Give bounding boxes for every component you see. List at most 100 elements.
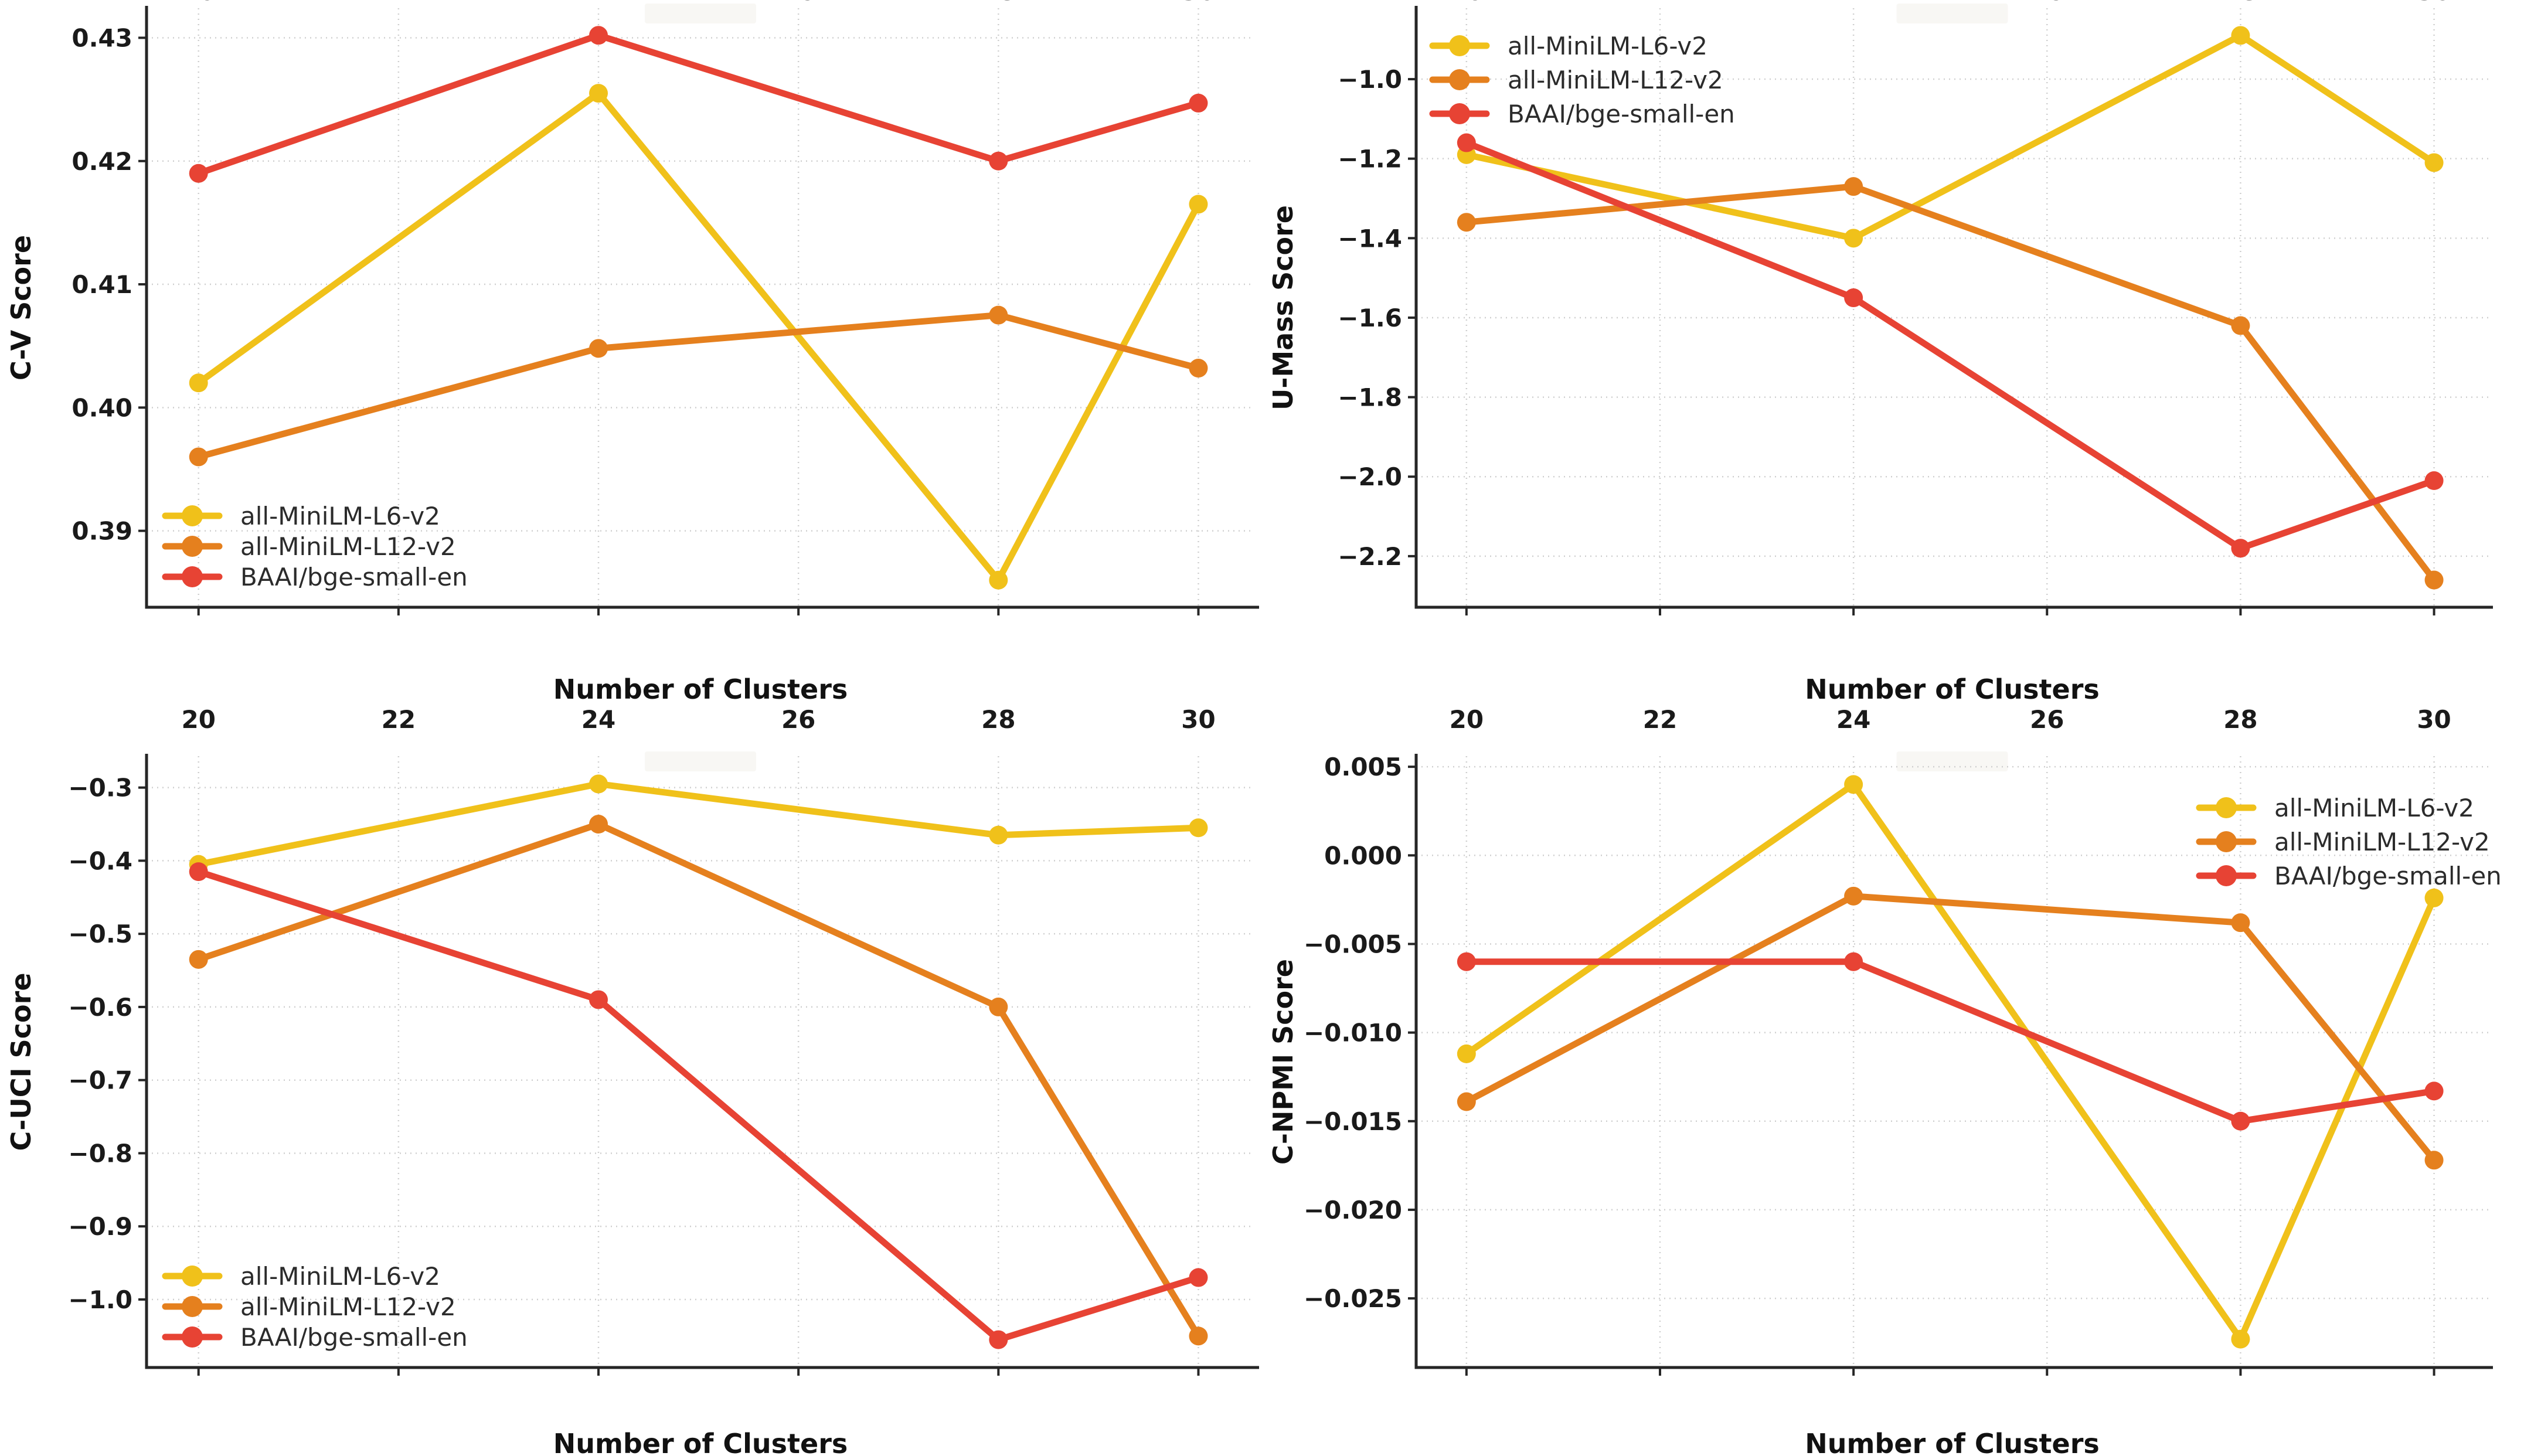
legend-item-all-minilm-l12-v2: all-MiniLM-L12-v2 — [1429, 66, 1723, 94]
series-line-baai-bge-small-en — [195, 32, 1202, 177]
series-line-all-minilm-l12-v2 — [195, 312, 1202, 460]
data-point-all-minilm-l6-v2 — [589, 84, 608, 103]
data-point-baai-bge-small-en — [189, 164, 208, 183]
legend-label: all-MiniLM-L6-v2 — [1508, 32, 1707, 60]
legend: all-MiniLM-L6-v2all-MiniLM-L12-v2BAAI/bg… — [162, 502, 468, 591]
y-tick-label: −2.2 — [1338, 542, 1402, 571]
legend: all-MiniLM-L6-v2 all-MiniLM-L12-v2 BAAI/bg… — [1429, 32, 1735, 128]
y-tick-label: −0.5 — [68, 920, 132, 948]
x-tick-label: 28 — [2223, 0, 2257, 6]
x-tick-label: 20 — [181, 705, 215, 734]
x-tick-label: 26 — [2030, 705, 2064, 734]
data-point-all-minilm-l6-v2 — [2424, 888, 2444, 907]
legend-label: all-MiniLM-L12-v2 — [240, 1292, 456, 1321]
y-tick-label: 0.005 — [1324, 753, 1402, 781]
data-point-all-minilm-l12-v2 — [1189, 359, 1208, 378]
x-axis: 20 22 24 26 28 30 Number of Clusters — [1450, 705, 2451, 1456]
series-all-minilm-l12-v2 — [189, 815, 1208, 1346]
x-tick-label: 22 — [382, 705, 416, 734]
x-tick-label: 22 — [382, 0, 416, 6]
series-line-all-minilm-l6-v2 — [195, 90, 1202, 584]
series-line-all-minilm-l6-v2 — [1463, 781, 2438, 1343]
series-baai-bge-small-en — [189, 26, 1208, 183]
y-tick-label: −1.0 — [68, 1285, 132, 1314]
panel-cnpmi-score: 20 22 24 26 28 30 Number of Clusters 0.005 0.000… — [1262, 705, 2524, 1456]
x-tick-label: 24 — [581, 0, 615, 6]
x-tick-label: 20 — [181, 0, 215, 6]
x-tick-label: 30 — [1181, 705, 1215, 734]
panel-title-placeholder — [1896, 4, 2008, 23]
y-axis: −1.0 −1.2 −1.4 −1.6 −1.8 −2.0 −2.2 U-Mass Score — [1267, 65, 1416, 571]
legend-item-all-minilm-l12-v2: all-MiniLM-L12-v2 — [162, 532, 456, 561]
y-tick-label: −0.025 — [1304, 1284, 1402, 1313]
data-point-all-minilm-l12-v2 — [1457, 1092, 1476, 1111]
x-tick-label: 20 — [1450, 705, 1484, 734]
data-point-baai-bge-small-en — [589, 990, 608, 1009]
axes-spines — [145, 754, 1259, 1369]
x-tick-label: 28 — [981, 705, 1015, 734]
series-line-baai-bge-small-en — [195, 868, 1202, 1343]
y-tick-label: −1.8 — [1338, 383, 1402, 412]
legend-label: all-MiniLM-L12-v2 — [1508, 66, 1723, 94]
cnpmi-score-chart: 20 22 24 26 28 30 Number of Clusters 0.005 0.000… — [1267, 705, 2502, 1456]
series-line-baai-bge-small-en — [1463, 958, 2438, 1125]
data-point-all-minilm-l6-v2 — [2231, 1329, 2250, 1349]
y-tick-label: −1.4 — [1338, 224, 1402, 253]
x-tick-label: 22 — [1643, 0, 1677, 6]
data-point-all-minilm-l12-v2 — [589, 815, 608, 834]
data-point-baai-bge-small-en — [1844, 952, 1863, 971]
data-point-all-minilm-l12-v2 — [989, 305, 1008, 325]
y-tick-label: 0.42 — [72, 147, 132, 176]
y-tick-label: 0.43 — [72, 23, 132, 52]
legend-item-all-minilm-l6-v2: all-MiniLM-L6-v2 — [1429, 32, 1707, 60]
data-point-all-minilm-l6-v2 — [989, 570, 1008, 590]
y-tick-label: 0.000 — [1324, 841, 1402, 870]
y-tick-label: 0.39 — [72, 517, 132, 546]
data-point-all-minilm-l12-v2 — [1844, 886, 1863, 906]
data-point-all-minilm-l6-v2 — [589, 774, 608, 794]
series-line-all-minilm-l6-v2 — [195, 780, 1202, 868]
x-tick-label: 26 — [781, 705, 815, 734]
data-point-all-minilm-l12-v2 — [2424, 1151, 2444, 1170]
y-tick-label: −2.0 — [1338, 462, 1402, 491]
data-point-all-minilm-l6-v2 — [189, 373, 208, 393]
gridlines — [147, 756, 1254, 1367]
y-axis-title: C-V Score — [5, 235, 37, 380]
x-tick-label: 30 — [2417, 0, 2451, 6]
legend-item-all-minilm-l12-v2: all-MiniLM-L12-v2 — [162, 1292, 456, 1321]
data-point-all-minilm-l12-v2 — [989, 997, 1008, 1016]
y-tick-label: −0.7 — [68, 1066, 132, 1095]
y-axis: −0.3 −0.4 −0.5 −0.6 −0.7 −0.8 −0.9 −1.0 C-UCI Sc… — [5, 774, 147, 1314]
legend-label: BAAI/bge-small-en — [2274, 862, 2502, 890]
y-tick-label: −0.010 — [1304, 1019, 1402, 1047]
legend-marker-dot — [182, 1296, 203, 1317]
legend-marker-dot — [1449, 69, 1470, 90]
y-tick-label: 0.40 — [72, 393, 132, 422]
y-tick-label: −0.9 — [68, 1212, 132, 1241]
data-point-baai-bge-small-en — [589, 26, 608, 45]
series-line-all-minilm-l6-v2 — [1463, 32, 2438, 241]
x-tick-label: 24 — [1836, 0, 1870, 6]
legend-marker-dot — [2216, 797, 2237, 818]
panel-cuci-score: 20 22 24 26 28 30 Number of Clusters −0.3 −0.4 −0… — [0, 705, 1262, 1456]
data-point-all-minilm-l6-v2 — [1457, 1044, 1476, 1063]
y-tick-label: −0.015 — [1304, 1107, 1402, 1136]
data-point-baai-bge-small-en — [2424, 471, 2444, 491]
x-axis: 20 22 24 26 28 30 Number of Clusters — [181, 705, 1215, 1456]
data-point-all-minilm-l12-v2 — [189, 950, 208, 969]
data-point-all-minilm-l6-v2 — [2424, 153, 2444, 172]
data-point-baai-bge-small-en — [2424, 1081, 2444, 1101]
x-tick-label: 22 — [1643, 705, 1677, 734]
series-all-minilm-l12-v2 — [189, 305, 1208, 467]
series-line-all-minilm-l12-v2 — [1463, 893, 2438, 1164]
legend-item-baai-bge-small-en: BAAI/bge-small-en — [1429, 100, 1735, 128]
legend-marker-dot — [182, 505, 203, 526]
data-point-baai-bge-small-en — [989, 1330, 1008, 1349]
data-point-all-minilm-l12-v2 — [589, 339, 608, 358]
x-tick-label: 30 — [2417, 705, 2451, 734]
data-point-all-minilm-l6-v2 — [1844, 229, 1863, 248]
